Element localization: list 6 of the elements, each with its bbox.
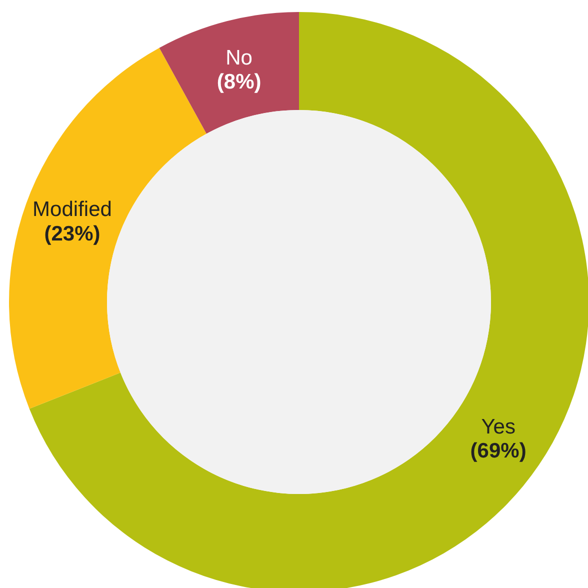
data-label: (8%)	[216, 70, 262, 94]
data-label: (23%)	[44, 222, 100, 246]
slice-label: Modified	[32, 198, 112, 222]
slice-label: Yes	[481, 415, 516, 438]
slice-label: No	[226, 46, 252, 70]
data-label: (69%)	[470, 439, 526, 462]
